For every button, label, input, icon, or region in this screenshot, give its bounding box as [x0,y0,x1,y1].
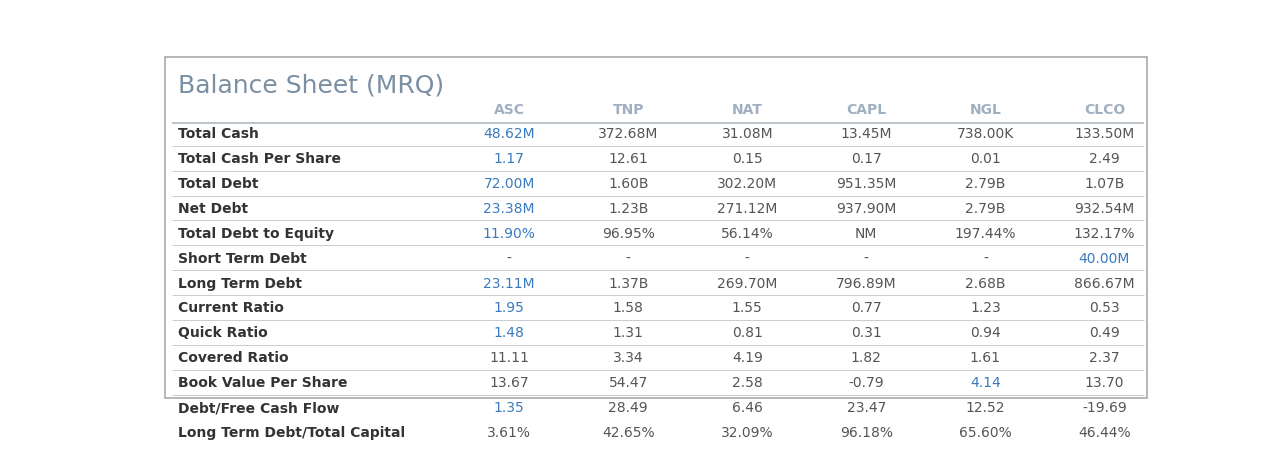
Text: -: - [983,251,988,265]
Text: 2.58: 2.58 [732,375,763,389]
Text: 302.20M: 302.20M [717,177,777,191]
Text: 738.00K: 738.00K [956,127,1014,141]
Text: -: - [626,251,631,265]
Text: Net Debt: Net Debt [178,202,248,216]
Text: 1.60B: 1.60B [608,177,649,191]
Text: 796.89M: 796.89M [836,276,896,290]
Text: 56.14%: 56.14% [721,226,773,240]
Text: 1.82: 1.82 [851,350,882,364]
Text: Debt/Free Cash Flow: Debt/Free Cash Flow [178,400,339,414]
Text: 46.44%: 46.44% [1078,425,1130,439]
Text: 96.95%: 96.95% [602,226,654,240]
Text: 23.11M: 23.11M [484,276,535,290]
Text: 0.31: 0.31 [851,326,882,340]
Text: 1.17: 1.17 [494,152,525,166]
Text: TNP: TNP [612,103,644,117]
Text: -: - [507,251,512,265]
Text: 2.49: 2.49 [1089,152,1120,166]
Text: 11.90%: 11.90% [483,226,535,240]
Text: -19.69: -19.69 [1082,400,1126,414]
Text: 0.53: 0.53 [1089,301,1120,315]
Text: 6.46: 6.46 [732,400,763,414]
Text: 932.54M: 932.54M [1074,202,1134,216]
Text: 0.81: 0.81 [732,326,763,340]
Text: 2.79B: 2.79B [965,177,1006,191]
Text: 0.17: 0.17 [851,152,882,166]
Text: 65.60%: 65.60% [959,425,1011,439]
Text: 1.37B: 1.37B [608,276,649,290]
Text: 197.44%: 197.44% [955,226,1016,240]
Text: 31.08M: 31.08M [722,127,773,141]
Text: 1.61: 1.61 [970,350,1001,364]
Text: Total Debt: Total Debt [178,177,259,191]
Text: 1.31: 1.31 [613,326,644,340]
Text: Quick Ratio: Quick Ratio [178,326,268,340]
Text: Current Ratio: Current Ratio [178,301,284,315]
Text: 3.61%: 3.61% [488,425,531,439]
Text: -: - [864,251,869,265]
Text: 2.37: 2.37 [1089,350,1120,364]
Text: 96.18%: 96.18% [840,425,893,439]
Text: Balance Sheet (MRQ): Balance Sheet (MRQ) [178,73,444,97]
Text: 1.58: 1.58 [613,301,644,315]
Text: Long Term Debt/Total Capital: Long Term Debt/Total Capital [178,425,404,439]
Text: CAPL: CAPL [846,103,886,117]
Text: 3.34: 3.34 [613,350,644,364]
Text: 271.12M: 271.12M [717,202,777,216]
Text: 132.17%: 132.17% [1074,226,1135,240]
Text: 32.09%: 32.09% [721,425,773,439]
Text: 48.62M: 48.62M [484,127,535,141]
Text: 133.50M: 133.50M [1074,127,1134,141]
Text: Book Value Per Share: Book Value Per Share [178,375,347,389]
Text: 866.67M: 866.67M [1074,276,1134,290]
Text: 42.65%: 42.65% [602,425,654,439]
Text: 0.49: 0.49 [1089,326,1120,340]
Text: ASC: ASC [494,103,525,117]
Text: 1.07B: 1.07B [1084,177,1125,191]
Text: 12.61: 12.61 [608,152,648,166]
Text: 0.15: 0.15 [732,152,763,166]
FancyBboxPatch shape [165,58,1147,398]
Text: 54.47: 54.47 [608,375,648,389]
Text: 269.70M: 269.70M [717,276,777,290]
Text: 72.00M: 72.00M [484,177,535,191]
Text: -0.79: -0.79 [849,375,884,389]
Text: NM: NM [855,226,878,240]
Text: 2.68B: 2.68B [965,276,1006,290]
Text: CLCO: CLCO [1084,103,1125,117]
Text: 23.38M: 23.38M [484,202,535,216]
Text: 4.14: 4.14 [970,375,1001,389]
Text: 1.48: 1.48 [494,326,525,340]
Text: 0.94: 0.94 [970,326,1001,340]
Text: 40.00M: 40.00M [1079,251,1130,265]
Text: 372.68M: 372.68M [598,127,658,141]
Text: 13.67: 13.67 [489,375,529,389]
Text: 4.19: 4.19 [732,350,763,364]
Text: 28.49: 28.49 [608,400,648,414]
Text: Total Debt to Equity: Total Debt to Equity [178,226,334,240]
Text: 937.90M: 937.90M [836,202,896,216]
Text: 0.01: 0.01 [970,152,1001,166]
Text: NGL: NGL [969,103,1001,117]
Text: Total Cash: Total Cash [178,127,259,141]
Text: Total Cash Per Share: Total Cash Per Share [178,152,340,166]
Text: 13.70: 13.70 [1084,375,1124,389]
Text: Covered Ratio: Covered Ratio [178,350,288,364]
Text: 1.95: 1.95 [494,301,525,315]
Text: Long Term Debt: Long Term Debt [178,276,302,290]
Text: 23.47: 23.47 [846,400,886,414]
Text: Short Term Debt: Short Term Debt [178,251,307,265]
Text: 11.11: 11.11 [489,350,529,364]
Text: 2.79B: 2.79B [965,202,1006,216]
Text: 1.23B: 1.23B [608,202,649,216]
Text: 1.55: 1.55 [732,301,763,315]
Text: 13.45M: 13.45M [841,127,892,141]
Text: 0.77: 0.77 [851,301,882,315]
Text: 12.52: 12.52 [965,400,1005,414]
Text: -: - [745,251,750,265]
Text: NAT: NAT [732,103,763,117]
Text: 951.35M: 951.35M [836,177,896,191]
Text: 1.35: 1.35 [494,400,525,414]
Text: 1.23: 1.23 [970,301,1001,315]
